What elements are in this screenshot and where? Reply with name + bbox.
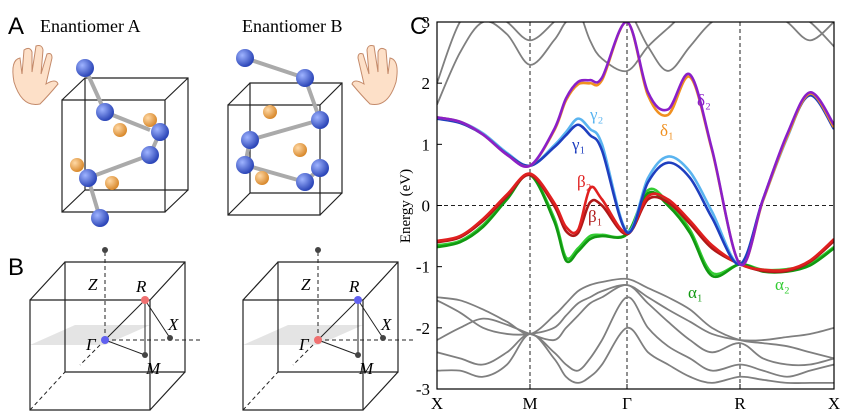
y-tick-label: 2: [422, 74, 431, 93]
y-axis-label: Energy (eV): [398, 169, 414, 243]
y-tick-label: -3: [416, 380, 430, 399]
band-lines: [437, 22, 834, 389]
bz-label: M: [358, 359, 374, 378]
bz-label: Γ: [85, 335, 97, 354]
crystal-b: [227, 45, 398, 216]
x-tick-label: R: [734, 394, 746, 413]
band: [437, 22, 834, 105]
band: [437, 284, 834, 367]
panel-title: Enantiomer A: [40, 16, 140, 36]
band-label: δ₁: [660, 121, 674, 140]
y-tick-label: 1: [422, 135, 431, 154]
band-label: γ₁: [571, 135, 585, 154]
band-label: α₁: [688, 283, 703, 302]
bz-label: Z: [301, 275, 311, 294]
bz-label: X: [380, 315, 392, 334]
y-tick-label: -2: [416, 319, 430, 338]
bz-label: R: [135, 277, 147, 296]
band-label: γ₂: [589, 105, 603, 124]
y-tick-label: 3: [422, 13, 431, 32]
panel-label: A: [8, 13, 24, 40]
band: [437, 94, 834, 266]
x-tick-label: M: [522, 394, 537, 413]
bz-label: X: [167, 315, 179, 334]
band: [437, 326, 834, 385]
x-tick-label: Γ: [622, 394, 632, 413]
panel-label: B: [8, 254, 24, 281]
x-tick-label: X: [828, 394, 840, 413]
band-label: β₁: [588, 207, 603, 226]
band: [437, 91, 834, 266]
band-label: β₂: [577, 172, 592, 191]
y-tick-label: -1: [416, 258, 430, 277]
band: [437, 284, 834, 342]
bz-label: R: [348, 277, 360, 296]
panel-title: Enantiomer B: [242, 16, 342, 36]
panel-label: C: [410, 13, 427, 40]
brillouin-zone: Z R X Γ M: [242, 247, 413, 411]
brillouin-zone: Z R X Γ M: [29, 247, 200, 411]
band: [437, 296, 834, 378]
bz-label: Γ: [298, 335, 310, 354]
x-tick-label: X: [431, 394, 443, 413]
plot-frame: [436, 21, 835, 390]
y-tick-label: 0: [422, 197, 431, 216]
band: [437, 172, 834, 272]
crystal-a: [12, 45, 189, 227]
bz-label: Z: [88, 275, 98, 294]
bz-label: M: [145, 359, 161, 378]
band-label: α₂: [775, 275, 790, 294]
band-label: δ₂: [697, 91, 711, 110]
band: [437, 277, 834, 360]
